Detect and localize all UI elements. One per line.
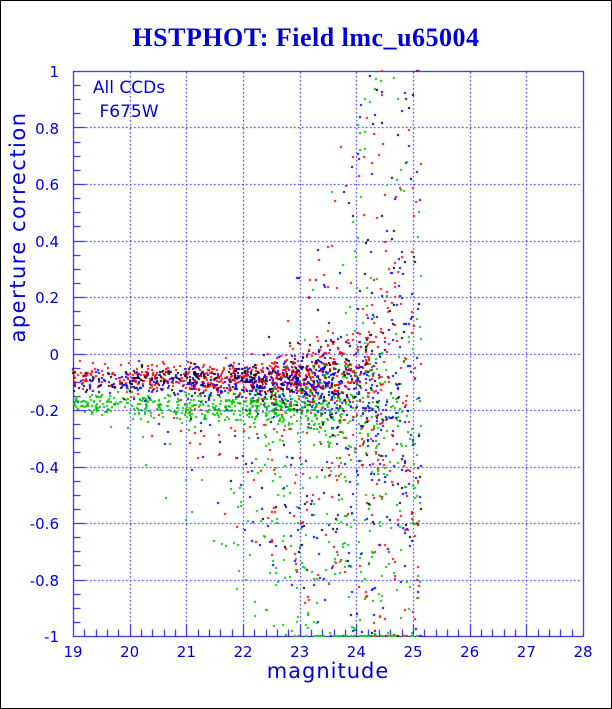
x-tick-label: 24 [346,643,366,661]
y-tick-label: 0.6 [35,176,59,194]
x-tick-label: 25 [403,643,423,661]
plot-title: HSTPHOT: Field lmc_u65004 [132,23,480,52]
x-tick-label: 20 [120,643,140,661]
y-tick-label: 0.4 [35,232,59,251]
y-tick-label: -0.8 [29,571,59,590]
x-tick-label: 21 [176,643,196,661]
x-tick-label: 19 [63,643,83,661]
y-tick-label: -1 [44,628,59,646]
y-tick-label: -0.2 [29,402,59,420]
x-tick-label: 22 [233,643,253,661]
annotation-all-ccds: All CCDs [92,78,166,98]
y-tick-label: 1 [49,63,59,81]
x-tick-label: 28 [573,643,593,661]
y-tick-label: -0.4 [29,458,59,477]
y-tick-label: 0 [49,345,59,364]
x-axis-label: magnitude [266,659,390,683]
x-tick-label: 26 [460,643,480,661]
annotation-filter-f675w: F675W [99,102,159,122]
y-tick-label: -0.6 [29,515,59,533]
y-tick-label: 0.2 [35,289,59,307]
x-tick-label: 23 [290,643,310,661]
x-tick-label: 27 [516,643,536,661]
y-tick-label: 0.8 [35,119,59,138]
